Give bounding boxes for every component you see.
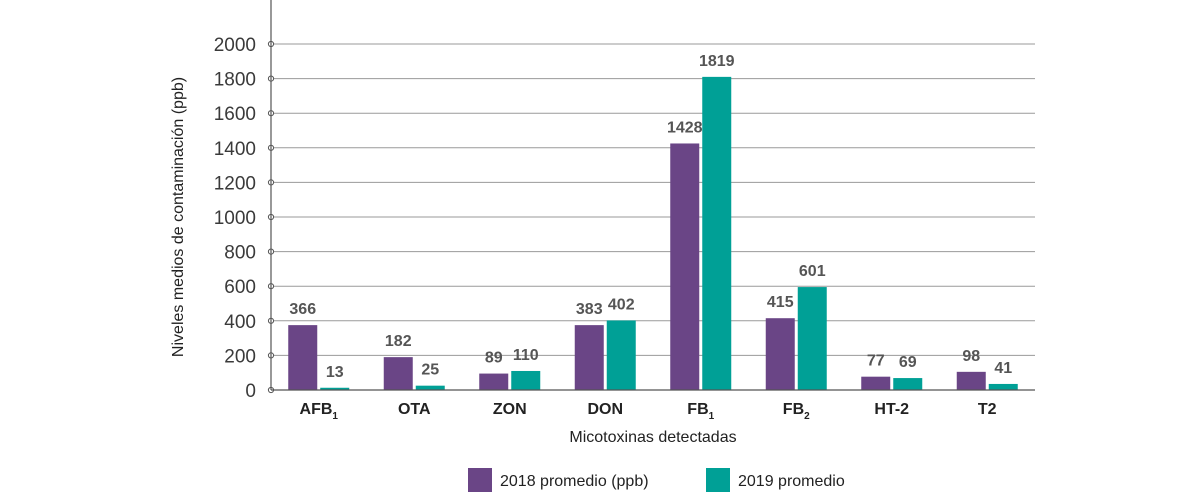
data-label: 69 — [899, 354, 917, 371]
y-axis: 0 200 400 600 800 1000 1200 1400 1600 1800 2000 — [214, 0, 275, 402]
legend-swatch — [706, 468, 730, 492]
y-tick-label: 1000 — [214, 208, 256, 229]
bar-2018 — [765, 318, 795, 390]
legend-label: 2018 promedio (ppb) — [500, 473, 649, 490]
y-tick-label: 600 — [224, 277, 256, 298]
data-label: 89 — [485, 350, 503, 367]
data-label: 25 — [421, 362, 439, 379]
data-label: 182 — [385, 333, 412, 350]
legend: 2018 promedio (ppb) 2019 promedio — [468, 468, 845, 492]
bar-2018 — [479, 373, 509, 390]
y-tick-label: 200 — [224, 346, 256, 367]
data-label: 415 — [767, 294, 794, 311]
data-label: 13 — [326, 364, 344, 381]
data-label: 601 — [799, 263, 826, 280]
category-label: FB2 — [783, 401, 810, 422]
bar-2019 — [320, 387, 350, 390]
bar-2018 — [956, 371, 986, 390]
category-label: OTA — [398, 401, 431, 418]
category-label: ZON — [493, 401, 527, 418]
bar-2019 — [415, 385, 445, 390]
legend-label: 2019 promedio — [738, 473, 845, 490]
data-label: 1819 — [699, 53, 735, 70]
bar-2019 — [893, 378, 923, 390]
bar-2018 — [383, 357, 413, 390]
category-label: HT-2 — [874, 401, 909, 418]
bars: 366 13 182 25 89 110 383 402 1428 1819 415 601 77 69 9… — [288, 53, 1018, 391]
y-tick-label: 800 — [224, 243, 256, 264]
bar-2019 — [988, 383, 1018, 390]
data-label: 98 — [962, 348, 980, 365]
y-tick-label: 1200 — [214, 173, 256, 194]
bar-2019 — [702, 76, 732, 391]
gridlines — [271, 43, 1035, 356]
y-tick-label: 1800 — [214, 70, 256, 91]
y-tick-label: 0 — [245, 381, 256, 402]
bar-2018 — [288, 325, 318, 390]
y-tick-label: 1600 — [214, 104, 256, 125]
category-label: FB1 — [687, 401, 714, 422]
category-label: DON — [587, 401, 623, 418]
bar-2018 — [861, 376, 891, 390]
bar-2019 — [511, 370, 541, 390]
bar-2018 — [574, 325, 604, 390]
y-tick-label: 2000 — [214, 35, 256, 56]
y-axis-title: Niveles medios de contaminación (ppb) — [170, 77, 187, 357]
bar-2019 — [797, 287, 827, 390]
x-axis: AFB1 OTA ZON DON FB1 FB2 HT-2 T2 — [271, 389, 1035, 422]
data-label: 77 — [867, 353, 885, 370]
y-tick-label: 400 — [224, 312, 256, 333]
category-label: T2 — [978, 401, 997, 418]
data-label: 383 — [576, 301, 603, 318]
bar-2019 — [606, 320, 636, 390]
y-tick-label: 1400 — [214, 139, 256, 160]
data-label: 1428 — [667, 119, 703, 136]
bar-2018 — [670, 143, 700, 390]
x-axis-title: Micotoxinas detectadas — [569, 429, 736, 446]
legend-swatch — [468, 468, 492, 492]
category-label: AFB1 — [300, 401, 339, 422]
data-label: 110 — [513, 347, 539, 364]
data-label: 366 — [289, 301, 316, 318]
data-label: 41 — [994, 360, 1012, 377]
data-label: 402 — [608, 296, 635, 313]
